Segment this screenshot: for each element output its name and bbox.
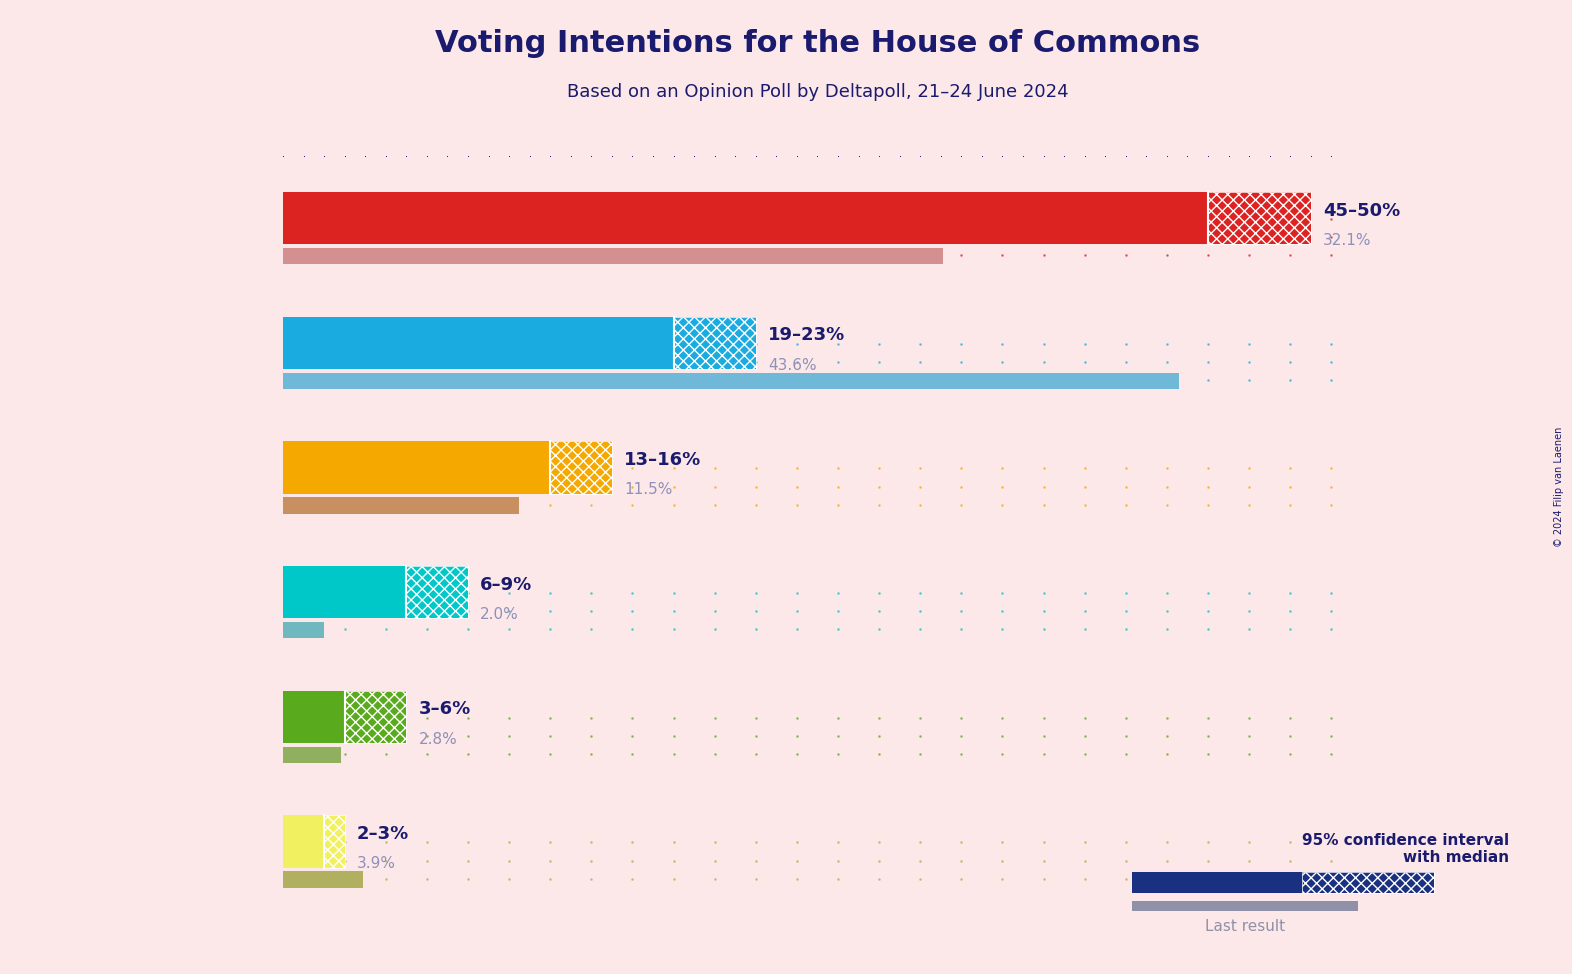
Bar	[283, 815, 324, 868]
Bar	[673, 317, 756, 369]
Bar	[283, 441, 550, 494]
Bar	[1302, 873, 1434, 892]
Bar	[1207, 192, 1311, 244]
Bar	[1132, 901, 1358, 911]
Text: 3–6%: 3–6%	[418, 700, 472, 719]
Text: 43.6%: 43.6%	[769, 357, 817, 373]
Text: 45–50%: 45–50%	[1324, 202, 1401, 220]
Bar	[406, 566, 468, 618]
Text: 2.8%: 2.8%	[418, 731, 457, 747]
Bar	[406, 566, 468, 618]
Text: 19–23%: 19–23%	[769, 326, 846, 345]
Text: 11.5%: 11.5%	[624, 482, 673, 498]
Text: 95% confidence interval
with median: 95% confidence interval with median	[1302, 833, 1509, 865]
Bar	[344, 691, 406, 743]
Text: 6–9%: 6–9%	[481, 576, 533, 594]
Text: © 2024 Filip van Laenen: © 2024 Filip van Laenen	[1555, 427, 1564, 547]
Bar	[324, 815, 344, 868]
Bar	[283, 192, 1352, 264]
Bar	[283, 192, 1207, 244]
Text: Voting Intentions for the House of Commons: Voting Intentions for the House of Commo…	[435, 29, 1199, 58]
Bar	[283, 317, 673, 369]
Text: 32.1%: 32.1%	[1324, 233, 1372, 248]
Bar	[344, 691, 406, 743]
Bar	[673, 317, 756, 369]
Bar	[283, 691, 1352, 763]
Bar	[283, 815, 1352, 887]
Bar	[283, 248, 943, 264]
Bar	[324, 815, 344, 868]
Bar	[1132, 873, 1302, 892]
Text: 2.0%: 2.0%	[481, 607, 519, 622]
Bar	[283, 566, 1352, 638]
Text: Last result: Last result	[1206, 918, 1284, 934]
Bar	[283, 498, 519, 513]
Bar	[550, 441, 612, 494]
Bar	[283, 691, 344, 743]
Text: 13–16%: 13–16%	[624, 451, 701, 469]
Bar	[1302, 873, 1434, 892]
Bar	[550, 441, 612, 494]
Bar	[283, 747, 341, 763]
Text: 2–3%: 2–3%	[357, 825, 409, 843]
Bar	[283, 872, 363, 887]
Text: 3.9%: 3.9%	[357, 856, 396, 872]
Bar	[283, 622, 324, 638]
Text: Based on an Opinion Poll by Deltapoll, 21–24 June 2024: Based on an Opinion Poll by Deltapoll, 2…	[566, 83, 1069, 100]
Bar	[1207, 192, 1311, 244]
Bar	[283, 566, 406, 618]
Bar	[283, 317, 1352, 389]
Bar	[283, 373, 1179, 389]
Bar	[283, 441, 1352, 513]
